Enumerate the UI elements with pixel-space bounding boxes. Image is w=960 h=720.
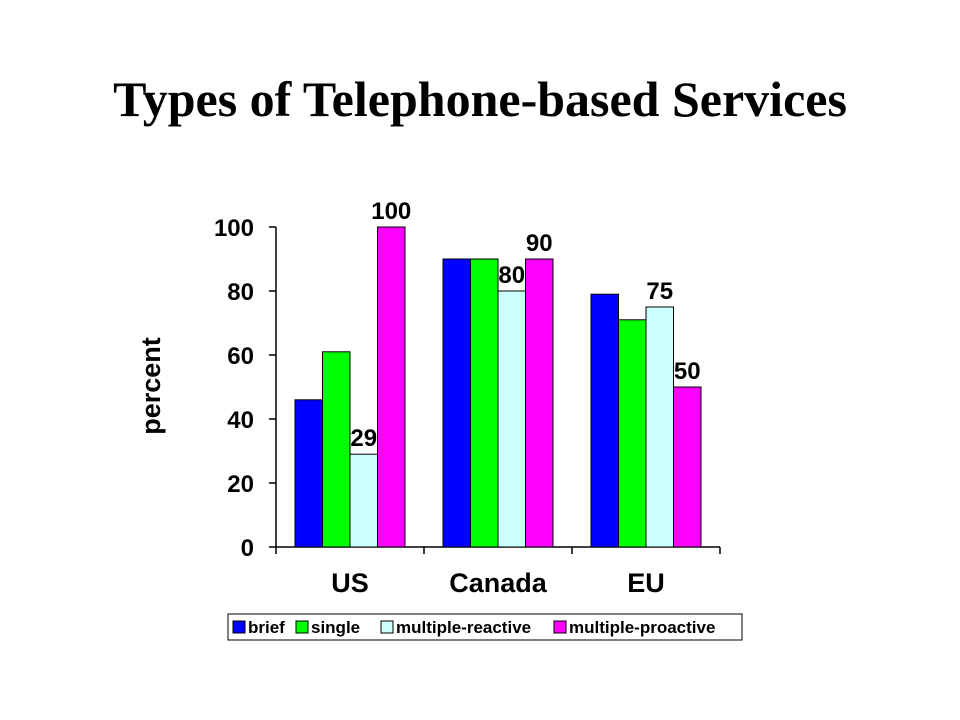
x-tick-label: US [331,568,369,598]
legend-swatch [232,620,246,634]
legend-label: multiple-proactive [569,618,715,637]
legend-label: brief [248,618,285,637]
y-tick-label: 60 [227,343,254,370]
legend-label: multiple-reactive [396,618,531,637]
legend-box [227,613,743,641]
chart-bars [294,226,702,548]
chart-legend: brief single multiple-reactive multiple-pro… [227,613,743,641]
bar-single [470,258,499,548]
slide-title: Types of Telephone-based Services [113,71,847,127]
legend-swatch [553,620,567,634]
bar-brief [590,293,619,548]
bar-multiple-reactive [497,290,526,548]
bar-brief [442,258,471,548]
bar-multiple-reactive [645,306,674,548]
legend-swatch [380,620,394,634]
data-label: 90 [526,230,553,257]
data-label: 80 [498,262,525,289]
y-tick-label: 80 [227,279,254,306]
bar-single [322,351,351,548]
data-label: 100 [371,198,411,225]
bar-single [618,319,647,548]
x-tick-label: Canada [449,568,548,598]
y-axis-title: percent [136,337,166,435]
data-label: 75 [646,278,673,305]
bar-multiple-proactive [673,386,702,548]
y-tick-label: 100 [214,215,254,242]
y-tick-label: 40 [227,407,254,434]
y-axis-title-group: percent [136,337,166,435]
y-tick-label: 20 [227,471,254,498]
bar-multiple-reactive [349,453,378,548]
legend-swatch [295,620,309,634]
y-tick-label: 0 [241,535,254,562]
chart-data-labels: 29 80 75 100 90 50 [350,198,700,452]
x-tick-label: EU [627,568,665,598]
data-label: 50 [674,358,701,385]
legend-label: single [311,618,360,637]
bar-multiple-proactive [525,258,554,548]
data-label: 29 [350,425,377,452]
bar-multiple-proactive [377,226,406,548]
bar-brief [294,399,323,548]
